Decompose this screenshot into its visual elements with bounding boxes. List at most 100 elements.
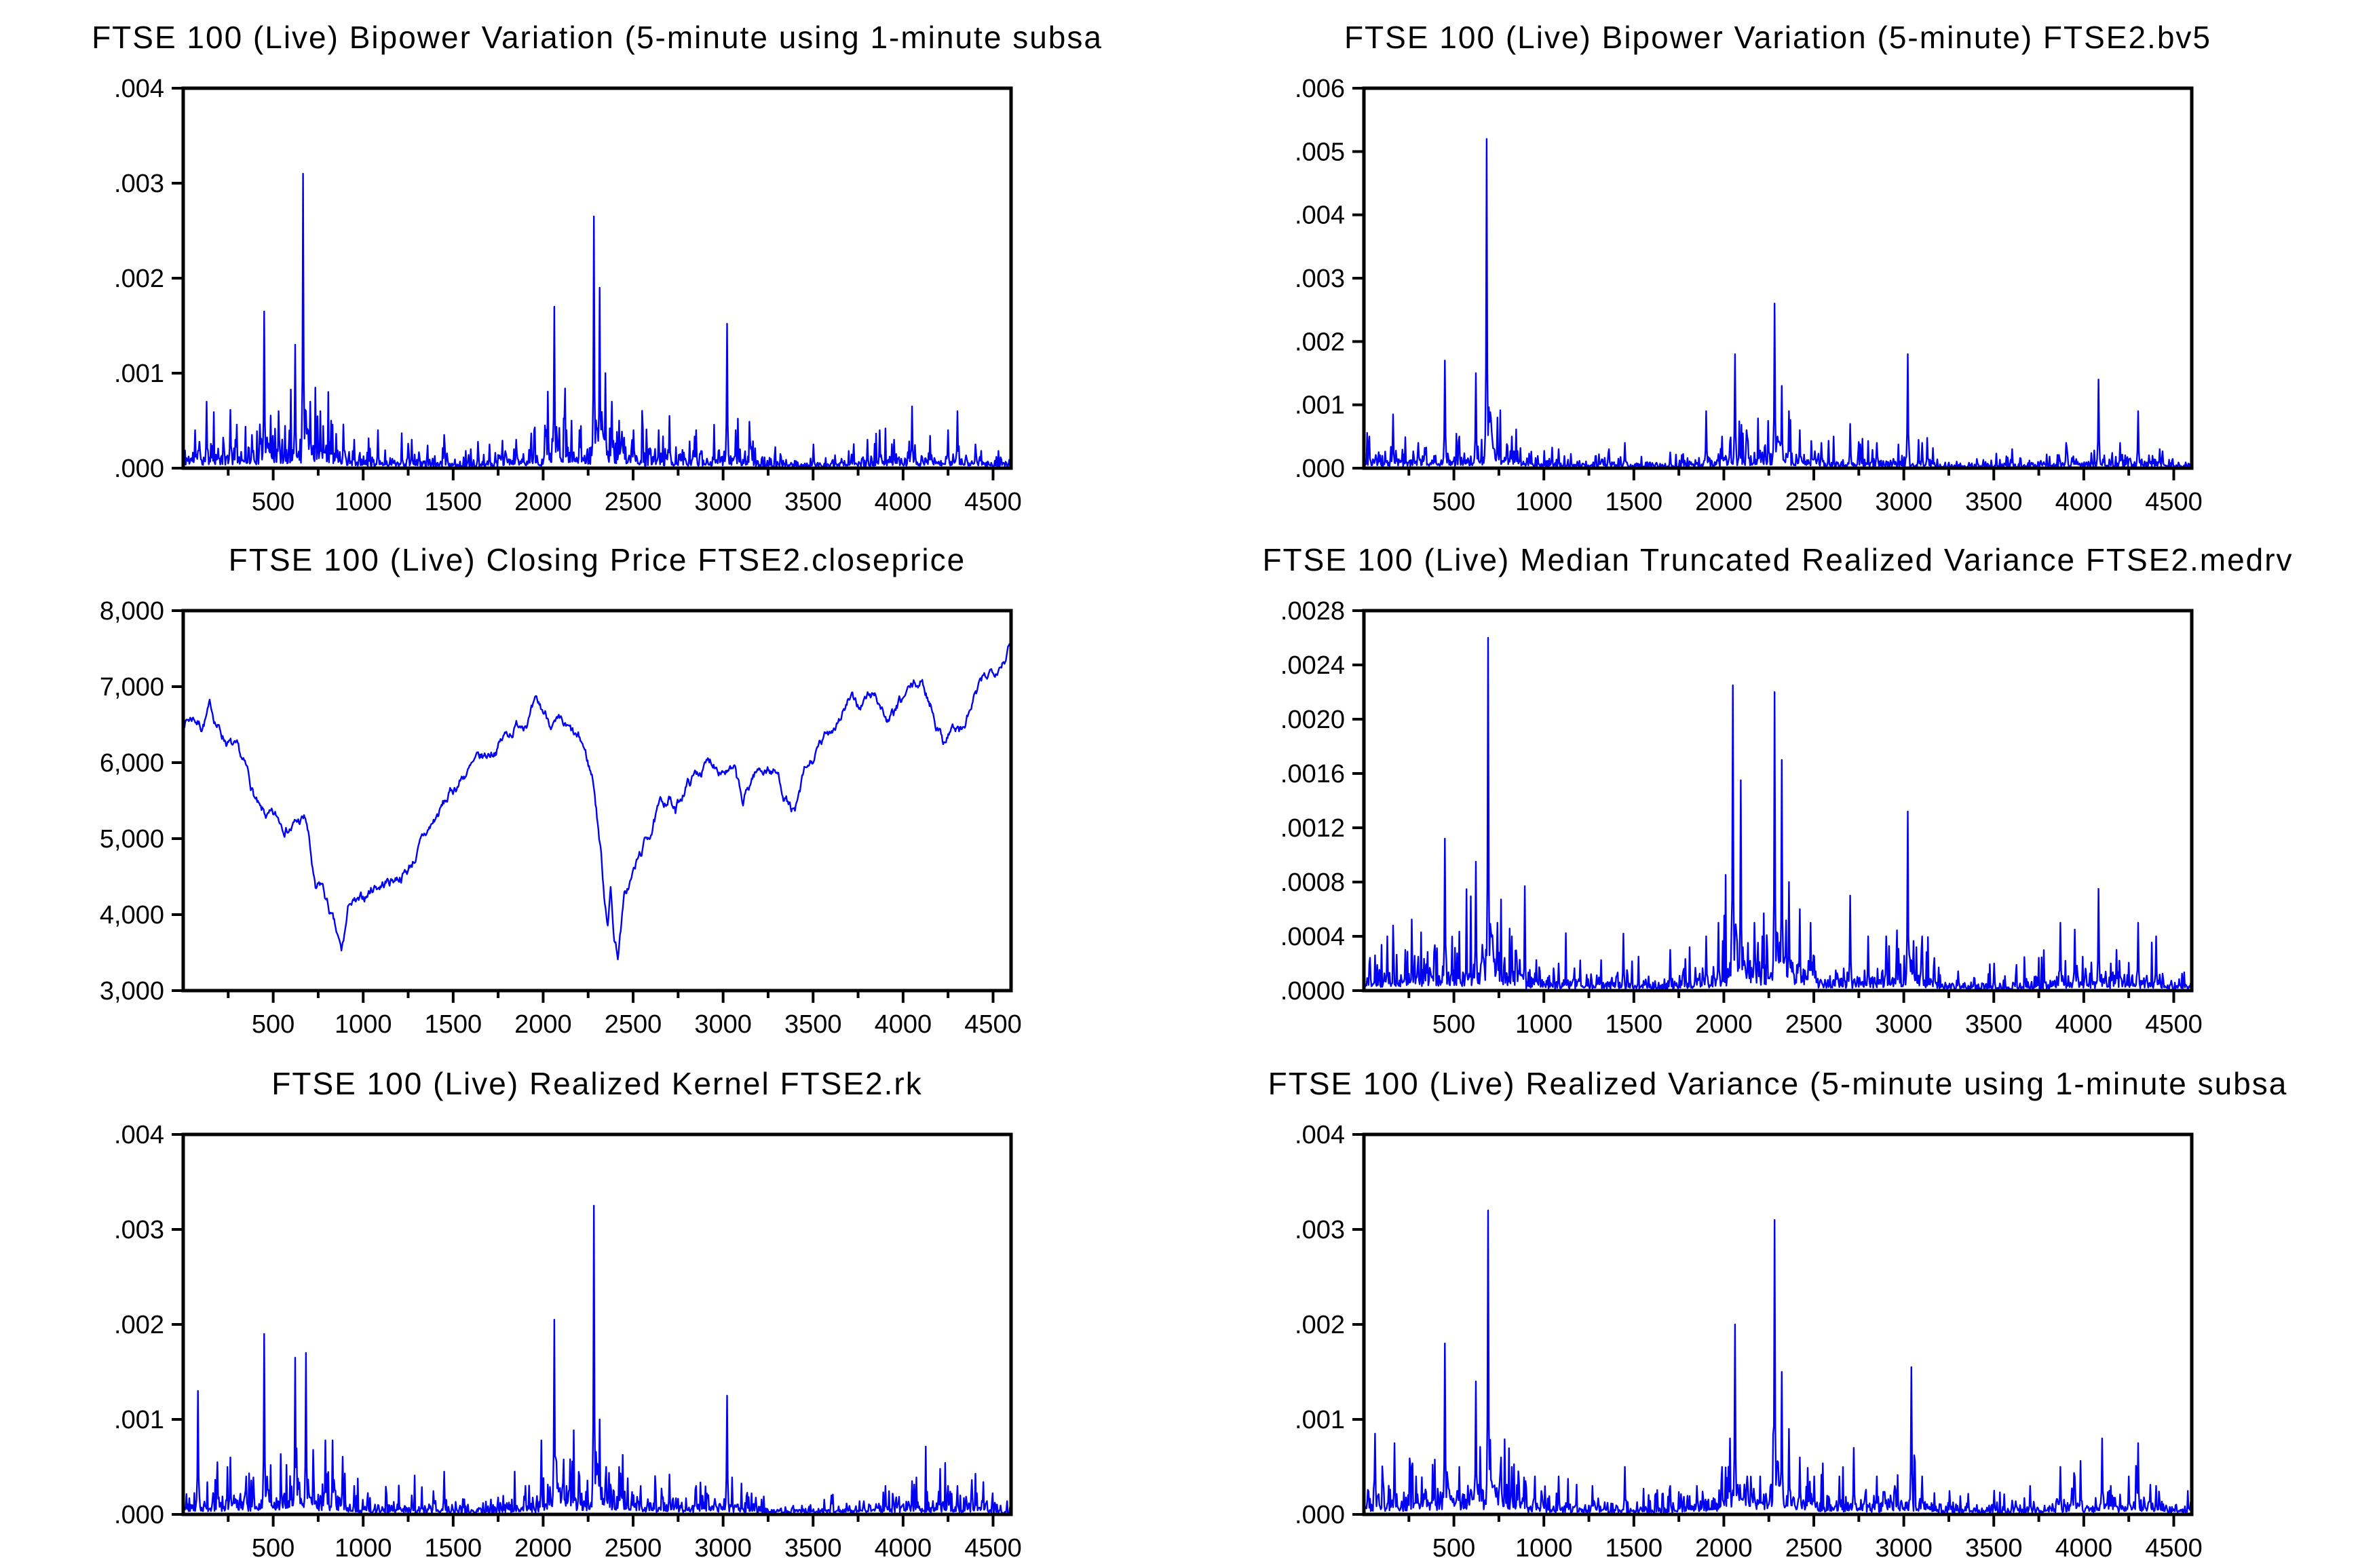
svg-text:8,000: 8,000 [100, 597, 164, 626]
svg-text:.001: .001 [1295, 391, 1345, 420]
svg-text:2500: 2500 [605, 1010, 662, 1039]
svg-text:2000: 2000 [514, 1534, 572, 1563]
svg-text:.0000: .0000 [1280, 977, 1345, 1006]
chart-bipower-variation-5min: FTSE 100 (Live) Bipower Variation (5-min… [1221, 14, 2280, 529]
chart-title: FTSE 100 (Live) Median Truncated Realize… [1262, 542, 2294, 577]
chart-canvas-realized-variance-subsampled: .000 .001 .002 .003 .004 500 1000 1500 2000 2500 3… [1295, 1121, 2203, 1563]
svg-text:.0008: .0008 [1280, 868, 1345, 897]
svg-text:3000: 3000 [1875, 1010, 1933, 1039]
svg-text:.001: .001 [1295, 1406, 1345, 1434]
svg-text:4500: 4500 [964, 488, 1022, 516]
svg-text:3000: 3000 [1875, 488, 1933, 516]
svg-text:4000: 4000 [875, 488, 932, 516]
svg-text:3000: 3000 [1875, 1534, 1933, 1563]
svg-text:2000: 2000 [1695, 1010, 1753, 1039]
svg-text:3500: 3500 [784, 1010, 842, 1039]
svg-text:1500: 1500 [1605, 1010, 1663, 1039]
svg-text:2000: 2000 [514, 1010, 572, 1039]
chart-closing-price: FTSE 100 (Live) Closing Price FTSE2.clos… [41, 536, 1099, 1052]
svg-text:1500: 1500 [425, 488, 482, 516]
chart-canvas-median-truncated-rv: .0000 .0004 .0008 .0012 .0016 .0020 .0024 .0028… [1280, 597, 2203, 1039]
chart-title: FTSE 100 (Live) Closing Price FTSE2.clos… [228, 542, 966, 577]
svg-text:500: 500 [252, 1010, 294, 1039]
svg-text:4000: 4000 [875, 1010, 932, 1039]
svg-text:3000: 3000 [694, 488, 752, 516]
svg-text:4500: 4500 [964, 1534, 1022, 1563]
svg-text:.0020: .0020 [1280, 706, 1345, 734]
svg-text:2000: 2000 [1695, 488, 1753, 516]
svg-text:4,000: 4,000 [100, 901, 164, 930]
svg-text:.004: .004 [1295, 1121, 1345, 1149]
svg-text:.003: .003 [1295, 265, 1345, 293]
svg-text:1500: 1500 [425, 1010, 482, 1039]
svg-text:.000: .000 [114, 455, 164, 483]
svg-text:1000: 1000 [335, 488, 392, 516]
chart-title: FTSE 100 (Live) Bipower Variation (5-min… [1344, 20, 2212, 55]
svg-text:2500: 2500 [1785, 488, 1843, 516]
svg-text:500: 500 [1432, 1534, 1475, 1563]
svg-text:.005: .005 [1295, 138, 1345, 166]
svg-text:500: 500 [252, 488, 294, 516]
chart-title: FTSE 100 (Live) Bipower Variation (5-min… [92, 20, 1103, 55]
svg-text:.001: .001 [114, 1406, 164, 1434]
chart-canvas-closing-price: 3,000 4,000 5,000 6,000 7,000 8,000 500 1000 150… [100, 597, 1022, 1039]
chart-canvas-realized-kernel: .000 .001 .002 .003 .004 500 1000 1500 2000 2500 3… [114, 1121, 1022, 1563]
svg-text:1500: 1500 [1605, 1534, 1663, 1563]
svg-text:.000: .000 [1295, 1501, 1345, 1529]
svg-text:.004: .004 [1295, 202, 1345, 230]
svg-text:3000: 3000 [694, 1534, 752, 1563]
svg-text:4000: 4000 [875, 1534, 932, 1563]
svg-text:.002: .002 [1295, 1311, 1345, 1339]
svg-text:1500: 1500 [1605, 488, 1663, 516]
svg-text:2500: 2500 [605, 488, 662, 516]
svg-text:.002: .002 [1295, 328, 1345, 356]
svg-text:.004: .004 [114, 75, 164, 103]
svg-text:2500: 2500 [1785, 1534, 1843, 1563]
svg-text:.0004: .0004 [1280, 923, 1345, 951]
svg-text:.0028: .0028 [1280, 597, 1345, 626]
svg-text:1000: 1000 [335, 1010, 392, 1039]
chart-realized-variance-subsampled: FTSE 100 (Live) Realized Variance (5-min… [1221, 1060, 2287, 1568]
svg-text:.000: .000 [114, 1501, 164, 1529]
svg-text:1000: 1000 [1515, 1010, 1573, 1039]
svg-text:4000: 4000 [2055, 1534, 2113, 1563]
svg-text:3500: 3500 [1965, 1534, 2023, 1563]
svg-text:3500: 3500 [1965, 488, 2023, 516]
svg-text:7,000: 7,000 [100, 673, 164, 702]
chart-title: FTSE 100 (Live) Realized Variance (5-min… [1268, 1066, 2288, 1101]
svg-text:3000: 3000 [694, 1010, 752, 1039]
svg-text:4500: 4500 [2145, 1010, 2203, 1039]
svg-text:.000: .000 [1295, 455, 1345, 483]
svg-text:6,000: 6,000 [100, 749, 164, 778]
chart-median-truncated-rv: FTSE 100 (Live) Median Truncated Realize… [1221, 536, 2292, 1052]
svg-text:500: 500 [1432, 488, 1475, 516]
svg-text:1000: 1000 [1515, 1534, 1573, 1563]
svg-text:.0024: .0024 [1280, 651, 1345, 680]
svg-text:500: 500 [252, 1534, 294, 1563]
svg-text:4000: 4000 [2055, 1010, 2113, 1039]
svg-text:500: 500 [1432, 1010, 1475, 1039]
svg-text:.0016: .0016 [1280, 760, 1345, 788]
svg-text:1000: 1000 [1515, 488, 1573, 516]
svg-text:3500: 3500 [784, 1534, 842, 1563]
svg-text:.0012: .0012 [1280, 814, 1345, 843]
svg-text:.001: .001 [114, 360, 164, 388]
svg-text:2500: 2500 [1785, 1010, 1843, 1039]
svg-text:2000: 2000 [1695, 1534, 1753, 1563]
chart-bipower-variation-subsampled: FTSE 100 (Live) Bipower Variation (5-min… [41, 14, 1101, 529]
svg-text:5,000: 5,000 [100, 825, 164, 854]
svg-text:1500: 1500 [425, 1534, 482, 1563]
svg-text:4000: 4000 [2055, 488, 2113, 516]
svg-text:1000: 1000 [335, 1534, 392, 1563]
svg-text:4500: 4500 [2145, 1534, 2203, 1563]
chart-title: FTSE 100 (Live) Realized Kernel FTSE2.rk [271, 1066, 923, 1101]
chart-realized-kernel: FTSE 100 (Live) Realized Kernel FTSE2.rk… [41, 1060, 1099, 1568]
svg-text:3,000: 3,000 [100, 977, 164, 1006]
chart-canvas-bipower-variation-5min: .000 .001 .002 .003 .004 .005 .006 500 1000 1500 2… [1295, 75, 2203, 516]
svg-text:.003: .003 [114, 170, 164, 198]
svg-text:2000: 2000 [514, 488, 572, 516]
svg-text:.002: .002 [114, 1311, 164, 1339]
svg-text:4500: 4500 [2145, 488, 2203, 516]
svg-text:3500: 3500 [784, 488, 842, 516]
